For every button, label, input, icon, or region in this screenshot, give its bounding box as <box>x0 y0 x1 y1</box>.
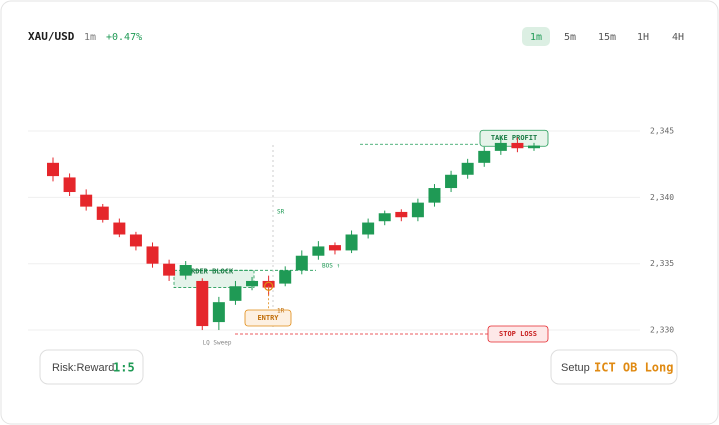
candle-body <box>279 270 292 284</box>
candle-body <box>179 265 192 276</box>
setup-label: Setup <box>561 362 590 374</box>
y-tick-label: 2,330 <box>650 326 674 335</box>
setup-box <box>550 349 678 385</box>
stop-loss-box <box>487 325 549 343</box>
timeframe-selector: 1m 5m 15m 1H 4H <box>522 27 684 46</box>
candle-body <box>63 177 76 193</box>
risk-label: 1R <box>277 308 285 315</box>
candle-body <box>113 222 126 235</box>
candle-body <box>295 255 308 271</box>
candle-body <box>47 162 59 177</box>
candle-body <box>312 246 325 256</box>
stop-loss-label: STOP LOSS <box>499 330 537 338</box>
change: +0.47% <box>106 32 142 43</box>
y-tick-label: 2,345 <box>650 126 674 135</box>
timeframe-button[interactable]: 1m <box>530 32 542 43</box>
candle-body <box>80 194 93 207</box>
candle-body <box>196 280 209 327</box>
plot: 2,330 2,335 2,340 2,345 ORDER BLOCK SR BOS ↑ LQ… <box>28 126 674 347</box>
entry-label: ENTRY <box>257 314 279 322</box>
order-block-label: ORDER BLOCK <box>187 267 234 275</box>
candle-body <box>378 213 391 222</box>
candle-body <box>163 263 176 276</box>
timeframe-button[interactable]: 15m <box>598 32 616 43</box>
candle-body <box>129 234 142 247</box>
rr-value: 1:5 <box>113 361 135 375</box>
bos-label: BOS ↑ <box>322 263 340 270</box>
sweep-label: LQ Sweep <box>203 340 232 347</box>
interval: 1m <box>84 32 96 43</box>
rr-label: Risk:Reward <box>52 362 114 374</box>
timeframe-button[interactable]: 1H <box>637 32 649 43</box>
candle-body <box>229 286 242 301</box>
candle-body <box>246 280 259 287</box>
candle-body <box>328 245 341 251</box>
timeframe-active-bg <box>522 27 550 46</box>
y-tick-label: 2,340 <box>650 193 674 202</box>
candle-body <box>212 302 225 323</box>
order-block-zone <box>173 269 255 288</box>
rr-box <box>39 349 144 385</box>
sr-label: SR <box>277 209 285 216</box>
symbol: XAU/USD <box>28 30 75 43</box>
candle-body <box>146 246 159 264</box>
timeframe-button[interactable]: 5m <box>564 32 576 43</box>
candle-body <box>494 142 507 151</box>
candle-body <box>428 188 441 203</box>
candle-body <box>362 222 375 235</box>
take-profit-label: TAKE PROFIT <box>491 134 537 142</box>
candle-body <box>96 206 109 220</box>
candle-body <box>461 162 474 175</box>
candle-body <box>395 211 408 218</box>
entry-marker <box>264 281 274 291</box>
candle-body <box>478 150 491 163</box>
candle-body <box>511 142 524 149</box>
y-tick-label: 2,335 <box>650 259 674 268</box>
candle-body <box>445 174 458 189</box>
candle-body <box>411 202 424 218</box>
timeframe-button[interactable]: 4H <box>672 32 684 43</box>
candle-body <box>262 280 275 288</box>
entry-box <box>244 309 292 327</box>
candle-body <box>345 234 358 251</box>
setup-value: ICT OB Long <box>594 361 673 375</box>
candle-body <box>528 145 540 149</box>
